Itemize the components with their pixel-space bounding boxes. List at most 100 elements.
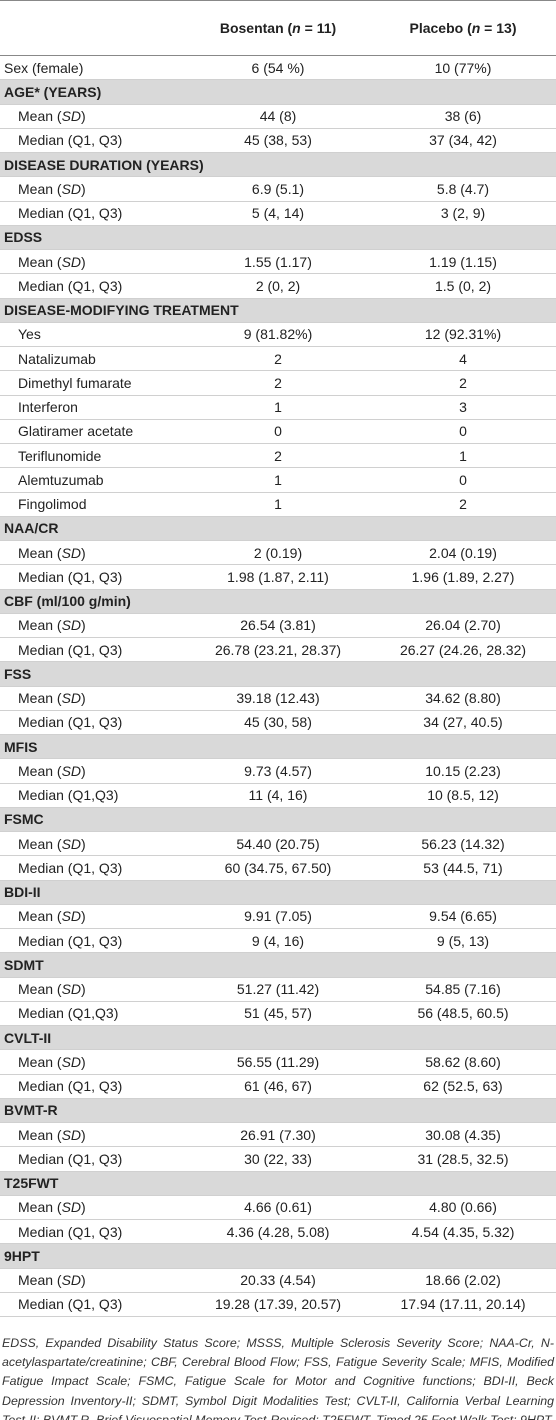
section-header: CBF (ml/100 g/min): [0, 589, 556, 614]
cell-value: 6.9 (5.1): [186, 176, 370, 202]
row-label-text: ): [81, 1126, 86, 1143]
table-row: Mean (SD) 9.91 (7.05) 9.54 (6.65): [0, 904, 556, 930]
cell-value: 9 (4, 16): [186, 928, 370, 954]
row-label-text: Mean (: [18, 690, 62, 707]
table-row: MFIS: [0, 734, 556, 760]
row-label: Median (Q1, Q3): [0, 1219, 186, 1245]
cell-value: 26.27 (24.26, 28.32): [370, 637, 556, 663]
table-row: Median (Q1, Q3) 9 (4, 16) 9 (5, 13): [0, 928, 556, 954]
header-text: Bosentan (: [219, 20, 293, 36]
table-row: Glatiramer acetate 0 0: [0, 419, 556, 445]
row-label: Sex (female): [0, 55, 186, 81]
row-label-text: ): [81, 981, 86, 998]
table-row: Median (Q1, Q3) 5 (4, 14) 3 (2, 9): [0, 201, 556, 226]
table-row: Mean (SD) 54.40 (20.75) 56.23 (14.32): [0, 831, 556, 857]
cell-value: 58.62 (8.60): [370, 1049, 556, 1075]
row-label-text: Median (Q1, Q3): [18, 1078, 123, 1095]
cell-value: 20.33 (4.54): [186, 1268, 370, 1293]
row-label: Median (Q1, Q3): [0, 1292, 186, 1318]
table-row: FSS: [0, 661, 556, 687]
cell-value: 1.96 (1.89, 2.27): [370, 564, 556, 590]
row-label-text: SD: [61, 617, 82, 634]
cell-value: 1: [370, 443, 556, 469]
row-label: Median (Q1, Q3): [0, 928, 186, 954]
row-label: Mean (SD): [0, 686, 186, 711]
cell-value: 60 (34.75, 67.50): [186, 855, 370, 881]
cell-value: 26.78 (23.21, 28.37): [186, 637, 370, 663]
row-label: Median (Q1, Q3): [0, 564, 186, 590]
header-text: n: [471, 20, 481, 36]
table-row: Mean (SD) 2 (0.19) 2.04 (0.19): [0, 540, 556, 566]
table-row: CVLT-II: [0, 1025, 556, 1051]
row-label: Median (Q1, Q3): [0, 128, 186, 154]
table-row: Median (Q1, Q3) 60 (34.75, 67.50) 53 (44.5…: [0, 855, 556, 881]
table-row: Mean (SD) 9.73 (4.57) 10.15 (2.23): [0, 758, 556, 784]
cell-value: 38 (6): [370, 104, 556, 129]
row-label: Mean (SD): [0, 977, 186, 1002]
row-label-text: SD: [61, 1272, 82, 1289]
table-row: Mean (SD) 4.66 (0.61) 4.80 (0.66): [0, 1195, 556, 1221]
row-label-text: Median (Q1, Q3): [18, 1150, 123, 1167]
table-body: Sex (female) 6 (54 %) 10 (77%) AGE* (YEARS)…: [0, 55, 556, 1318]
table-row: Median (Q1, Q3) 30 (22, 33) 31 (28.5, 32.5…: [0, 1146, 556, 1172]
table-row: Median (Q1, Q3) 4.36 (4.28, 5.08) 4.54 (4.…: [0, 1219, 556, 1245]
row-label: Teriflunomide: [0, 443, 186, 469]
row-label-text: ): [81, 762, 86, 779]
table-row: Median (Q1,Q3) 11 (4, 16) 10 (8.5, 12): [0, 783, 556, 808]
cell-value: 34 (27, 40.5): [370, 710, 556, 736]
cell-value: 5.8 (4.7): [370, 176, 556, 202]
row-label: Mean (SD): [0, 540, 186, 566]
cell-value: 26.04 (2.70): [370, 613, 556, 639]
row-label-text: SD: [61, 108, 82, 125]
table-row: Median (Q1,Q3) 51 (45, 57) 56 (48.5, 60.5): [0, 1001, 556, 1027]
cell-value: 56.55 (11.29): [186, 1049, 370, 1075]
row-label-text: Median (Q1, Q3): [18, 1223, 123, 1240]
cell-value: 5 (4, 14): [186, 201, 370, 226]
section-header: DISEASE DURATION (YEARS): [0, 152, 556, 178]
table-row: AGE* (YEARS): [0, 79, 556, 105]
row-label: Median (Q1, Q3): [0, 1074, 186, 1099]
cell-value: 1.98 (1.87, 2.11): [186, 564, 370, 590]
cell-value: 1.5 (0, 2): [370, 273, 556, 299]
cell-value: 1: [186, 467, 370, 493]
row-label-text: Sex (female): [4, 59, 84, 76]
row-label: Natalizumab: [0, 346, 186, 372]
row-label-text: Mean (: [18, 762, 62, 779]
row-label: Mean (SD): [0, 1049, 186, 1075]
cell-value: 9.54 (6.65): [370, 904, 556, 930]
table-row: Median (Q1, Q3) 1.98 (1.87, 2.11) 1.96 (1.…: [0, 564, 556, 590]
row-label-text: ): [81, 835, 86, 852]
cell-value: 4: [370, 346, 556, 372]
row-label-text: Median (Q1, Q3): [18, 568, 123, 585]
cell-value: 34.62 (8.80): [370, 686, 556, 711]
cell-value: 9 (5, 13): [370, 928, 556, 954]
row-label-text: Mean (: [18, 1272, 62, 1289]
row-label-text: Interferon: [18, 399, 78, 416]
row-label: Mean (SD): [0, 249, 186, 275]
row-label-text: Dimethyl fumarate: [18, 374, 132, 391]
cell-value: 53 (44.5, 71): [370, 855, 556, 881]
row-label: Fingolimod: [0, 492, 186, 517]
cell-value: 44 (8): [186, 104, 370, 129]
row-label-text: SD: [61, 1053, 82, 1070]
row-label-text: Median (Q1, Q3): [18, 932, 123, 949]
row-label-text: Median (Q1,Q3): [18, 787, 119, 804]
row-label: Yes: [0, 322, 186, 348]
cell-value: 9.91 (7.05): [186, 904, 370, 930]
footnote: EDSS, Expanded Disability Status Score; …: [2, 1336, 554, 1420]
table-row: DISEASE DURATION (YEARS): [0, 152, 556, 178]
table-row: Mean (SD) 26.91 (7.30) 30.08 (4.35): [0, 1122, 556, 1148]
table-row: Mean (SD) 6.9 (5.1) 5.8 (4.7): [0, 176, 556, 202]
table-row: FSMC: [0, 807, 556, 833]
cell-value: 2 (0, 2): [186, 273, 370, 299]
section-header: SDMT: [0, 952, 556, 978]
cell-value: 39.18 (12.43): [186, 686, 370, 711]
cell-value: 51.27 (11.42): [186, 977, 370, 1002]
section-header: BVMT-R: [0, 1098, 556, 1124]
table-row: Fingolimod 1 2: [0, 492, 556, 517]
row-label-text: ): [81, 1199, 86, 1216]
cell-value: 0: [370, 467, 556, 493]
row-label-text: Fingolimod: [18, 496, 87, 513]
cell-value: 37 (34, 42): [370, 128, 556, 154]
cell-value: 3: [370, 395, 556, 420]
